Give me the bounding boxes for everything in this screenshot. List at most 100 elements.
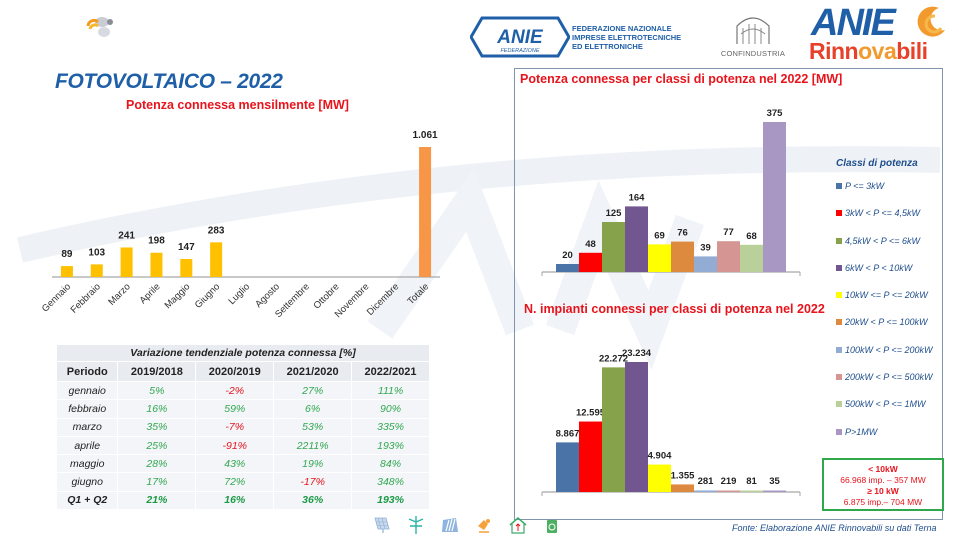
footer-icons: [372, 516, 576, 534]
value-cell: 84%: [351, 454, 430, 474]
recycle-icon: [547, 520, 557, 533]
bar-class-4: [648, 244, 671, 272]
value-cell: 111%: [351, 381, 430, 401]
data-label: 39: [700, 242, 711, 253]
data-label: 281: [698, 476, 715, 487]
legend-item: 3kW < P <= 4,5kW: [836, 208, 946, 235]
legend-label: P>1MW: [845, 426, 878, 437]
x-tick-label: Maggio: [163, 281, 193, 311]
legend-label: 10kW <= P <= 20kW: [845, 290, 928, 301]
data-label: 68: [746, 231, 757, 242]
solar-panel-icon: [374, 517, 390, 533]
legend-item: 500kW < P <= 1MW: [836, 399, 946, 426]
bar-class-9: [763, 490, 786, 492]
value-cell: -2%: [195, 381, 275, 401]
anie-federazione-sub: FEDERAZIONE: [500, 48, 539, 54]
bar-class-3: [625, 362, 648, 492]
legend-item: 20kW < P <= 100kW: [836, 317, 946, 344]
legend-label: P <= 3kW: [845, 181, 885, 191]
federation-name: FEDERAZIONE NAZIONALE IMPRESE ELETTROTEC…: [572, 24, 681, 51]
legend-swatch: [836, 264, 842, 271]
bar-marzo: [120, 247, 133, 277]
value-cell: 59%: [195, 399, 275, 419]
bar-class-7: [717, 241, 740, 272]
moon-sun-icon: [917, 6, 945, 37]
chart-title-monthly: Potenza connessa mensilmente [MW]: [126, 98, 349, 112]
data-label: 1.061: [413, 130, 438, 141]
bar-class-3: [625, 206, 648, 272]
rinnovabili-part: bili: [896, 38, 928, 64]
anie-rinnovabili-word: ANIE: [811, 2, 896, 44]
period-cell: febbraio: [57, 399, 119, 419]
legend-swatch: [836, 428, 842, 435]
chart-title-power-by-class: Potenza connessa per classi di potenza n…: [520, 72, 843, 86]
table-header: Periodo: [57, 361, 119, 382]
data-label: 283: [208, 225, 225, 236]
value-cell: 43%: [195, 454, 275, 474]
hydro-icon: [442, 518, 458, 532]
value-cell: 25%: [117, 436, 197, 456]
home-storage-icon: [509, 517, 527, 534]
x-tick-label: Febbraio: [69, 281, 103, 315]
bee-logo-icon: [86, 17, 113, 37]
bar-maggio: [180, 258, 193, 277]
data-label: 219: [721, 476, 737, 487]
legend-item: P <= 3kW: [836, 181, 946, 208]
bar-class-0: [556, 442, 579, 492]
value-cell: 17%: [117, 472, 197, 492]
bar-class-2: [602, 222, 625, 272]
federation-line: FEDERAZIONE NAZIONALE: [572, 24, 672, 33]
bar-class-5: [671, 484, 694, 492]
monthly-power-chart: 89 Gennaio 103 Febbraio 241 Marzo 198 Aprile 147…: [40, 130, 440, 320]
data-label: 89: [61, 249, 73, 260]
data-label: 77: [723, 227, 734, 238]
legend-label: 500kW < P <= 1MW: [845, 399, 926, 410]
data-label: 69: [654, 230, 665, 241]
period-cell: Q1 + Q2: [57, 491, 119, 511]
data-label: 241: [118, 230, 135, 241]
data-label: 125: [606, 208, 623, 219]
bar-totale: [419, 147, 432, 277]
period-cell: gennaio: [57, 381, 119, 401]
data-label: 4.904: [648, 451, 672, 462]
bar-febbraio: [90, 264, 103, 277]
summary-lt10-value: 66.968 imp. – 357 MW: [840, 475, 926, 485]
bar-class-8: [740, 490, 763, 492]
table-header: 2020/2019: [195, 361, 275, 382]
legend-swatch: [836, 183, 842, 189]
bar-class-7: [717, 490, 740, 492]
table-row: giugno 17% 72% -17% 348%: [57, 472, 430, 492]
table-row: Q1 + Q2 21% 16% 36% 193%: [57, 491, 430, 511]
value-cell: 6%: [273, 399, 353, 419]
value-cell: -91%: [195, 436, 275, 456]
power-by-class-chart: 20 48 125 164 69 76 39 77 68 375: [541, 108, 801, 276]
confindustria-emblem-icon: [736, 17, 770, 44]
table-header: 2019/2018: [117, 361, 197, 382]
legend-item: 6kW < P < 10kW: [836, 263, 946, 290]
bar-class-0: [556, 264, 579, 272]
data-label: 81: [746, 476, 757, 487]
table-row: gennaio 5% -2% 27% 111%: [57, 381, 430, 401]
x-tick-label: Dicembre: [365, 281, 402, 318]
federation-line: IMPRESE ELETTROTECNICHE: [572, 33, 682, 42]
data-label: 375: [767, 108, 784, 119]
data-label: 23.234: [622, 348, 652, 359]
period-cell: maggio: [57, 454, 119, 474]
value-cell: 27%: [273, 381, 353, 401]
value-cell: 19%: [273, 454, 353, 474]
value-cell: -17%: [273, 472, 353, 492]
legend-label: 20kW < P <= 100kW: [845, 317, 928, 328]
variation-table: Variazione tendenziale potenza connessa …: [57, 345, 430, 511]
value-cell: 2211%: [273, 436, 353, 456]
legend-label: 4,5kW < P <= 6kW: [845, 235, 920, 246]
value-cell: 35%: [117, 418, 197, 437]
data-label: 35: [769, 476, 780, 487]
table-caption: Variazione tendenziale potenza connessa …: [57, 345, 430, 362]
period-cell: aprile: [57, 436, 119, 456]
table-header: 2021/2020: [273, 361, 353, 382]
summary-ge10-value: 6.875 imp.– 704 MW: [843, 497, 923, 507]
period-cell: marzo: [57, 418, 119, 437]
summary-lt10-label: < 10kW: [868, 464, 898, 474]
anie-rinnovabili-logo: ANIE Rinnovabili: [805, 2, 955, 68]
